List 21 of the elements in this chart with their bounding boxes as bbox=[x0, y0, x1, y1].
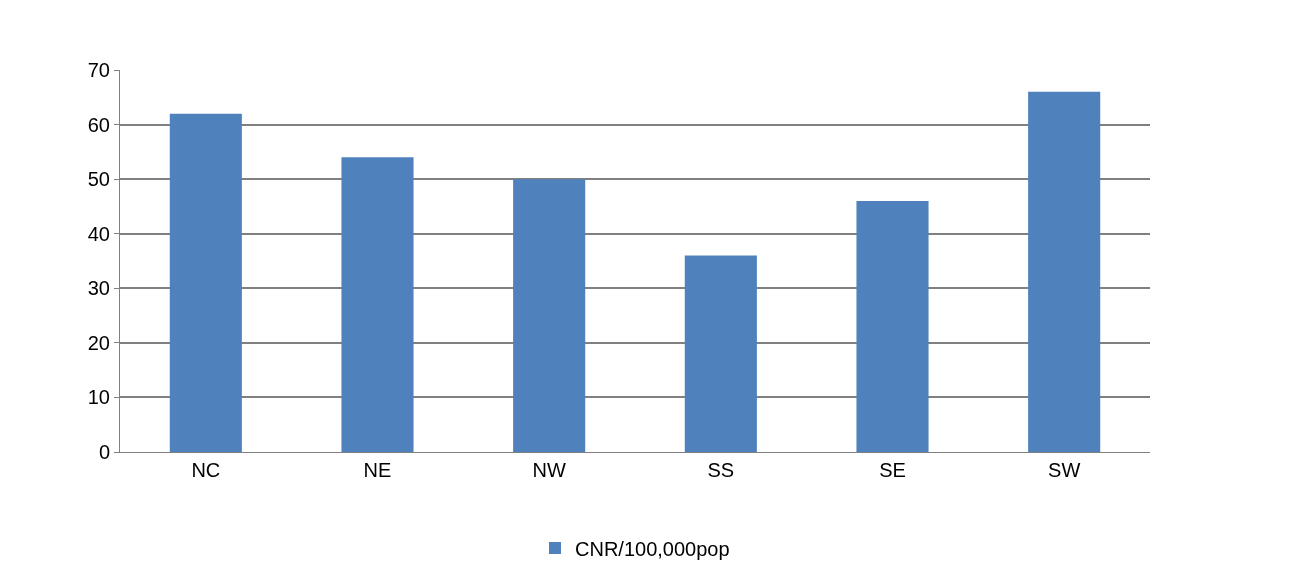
x-tick-label: SW bbox=[1048, 459, 1081, 481]
y-tick-label: 20 bbox=[87, 331, 110, 354]
y-tick-label: 70 bbox=[87, 59, 110, 81]
bar bbox=[169, 113, 242, 452]
bar bbox=[1028, 91, 1101, 452]
y-tick-label: 10 bbox=[87, 386, 110, 409]
x-tick-label: NE bbox=[363, 459, 392, 481]
x-tick-label: SS bbox=[707, 459, 735, 481]
y-tick-label: 30 bbox=[87, 277, 110, 300]
y-tick-label: 60 bbox=[87, 113, 110, 136]
bar bbox=[341, 157, 414, 452]
x-tick-label: NC bbox=[191, 459, 221, 481]
bar bbox=[856, 200, 929, 452]
bar bbox=[513, 179, 586, 452]
y-tick-label: 50 bbox=[87, 168, 110, 191]
y-tick-label: 0 bbox=[98, 441, 110, 463]
y-tick-label: 40 bbox=[87, 222, 110, 245]
x-tick-label: NW bbox=[532, 459, 566, 481]
x-tick-label: SE bbox=[879, 459, 906, 481]
bar bbox=[684, 255, 757, 452]
legend-label: CNR/100,000pop bbox=[575, 537, 730, 560]
